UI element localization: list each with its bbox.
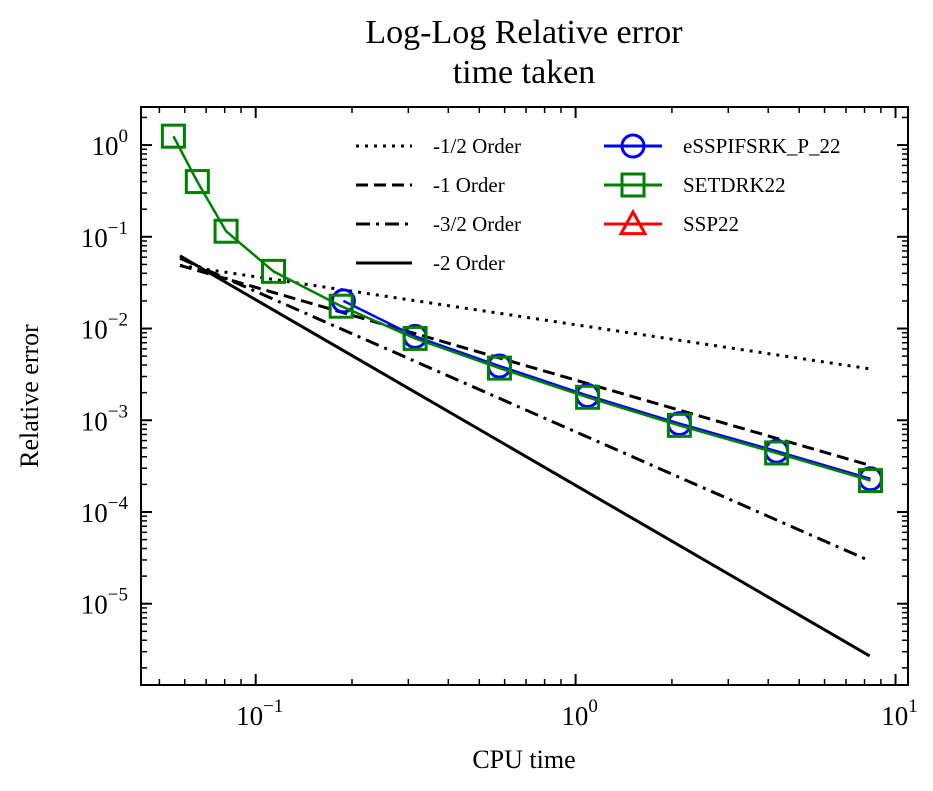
y-axis-label: Relative error	[15, 324, 44, 468]
legend-label-series-1: eSSPIFSRK_P_22	[683, 134, 841, 158]
legend-label-series-2: SETDRK22	[683, 173, 786, 197]
y-tick-label: 10−5	[81, 585, 128, 620]
reference-line-2	[179, 263, 871, 467]
legend-marker-series-2	[620, 172, 646, 198]
legend-label-series-3: SSP22	[683, 212, 739, 236]
x-tick-label: 101	[881, 696, 918, 731]
legend: -1/2 Order -1 Order -3/2 Order -2 Order eSSP…	[356, 133, 841, 275]
series-2-point	[575, 384, 601, 410]
legend-marker-series-3	[618, 208, 648, 236]
series-2-point	[213, 218, 239, 244]
legend-label-ref-1: -1/2 Order	[433, 134, 521, 158]
series-2-point	[160, 123, 186, 149]
series-2-point	[764, 440, 790, 466]
x-tick-label: 10−1	[236, 696, 283, 731]
legend-label-ref-3: -3/2 Order	[433, 212, 521, 236]
series-2-point	[666, 412, 692, 438]
legend-label-ref-2: -1 Order	[433, 173, 505, 197]
reference-line-3	[179, 256, 871, 563]
series-2-point	[184, 169, 210, 195]
chart-title-line-2: time taken	[453, 54, 596, 91]
series-2-point	[857, 468, 883, 494]
series-2-point	[402, 325, 428, 351]
x-tick-label: 100	[561, 696, 598, 731]
y-tick-label: 10−2	[81, 310, 128, 345]
y-tick-label: 10−1	[81, 218, 128, 253]
series-2-point	[261, 258, 287, 284]
reference-line-4	[179, 254, 871, 658]
chart-title-line-1: Log-Log Relative error	[365, 14, 683, 51]
legend-marker-series-1	[620, 133, 646, 159]
plot-area-frame	[140, 106, 909, 686]
series-2-point	[328, 293, 354, 319]
x-axis-label: CPU time	[472, 745, 575, 774]
y-tick-label: 100	[92, 126, 129, 161]
series-2-point	[486, 355, 512, 381]
y-tick-label: 10−3	[81, 401, 128, 436]
y-tick-label: 10−4	[81, 493, 129, 528]
series-line-1	[342, 299, 871, 480]
series-line-2	[172, 135, 871, 482]
legend-label-ref-4: -2 Order	[433, 251, 505, 275]
